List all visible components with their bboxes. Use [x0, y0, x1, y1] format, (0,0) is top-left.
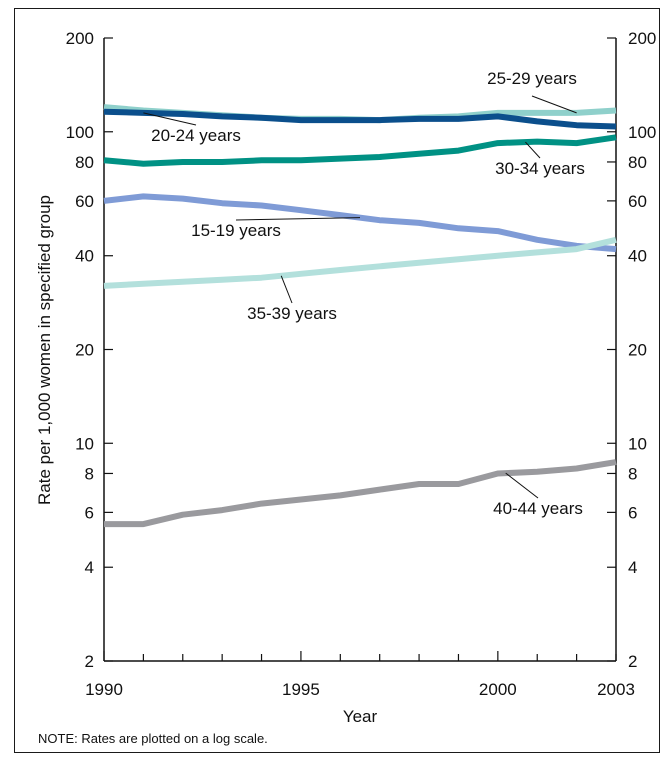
- series-label-leader: [143, 112, 197, 126]
- y-tick-label-right: 100: [628, 123, 656, 142]
- y-tick-label-left: 6: [85, 503, 94, 522]
- series-line-40-44-years: [104, 459, 617, 528]
- y-tick-label-right: 40: [628, 247, 647, 266]
- series-label: 30-34 years: [495, 159, 585, 178]
- series-label: 40-44 years: [493, 499, 583, 518]
- y-tick-label-right: 80: [628, 153, 647, 172]
- x-tick-label: 2000: [479, 680, 517, 699]
- series-line-15-19-years: [103, 193, 617, 253]
- y-tick-label-right: 8: [628, 464, 637, 483]
- series-label-leader: [280, 275, 293, 304]
- y-tick-label-left: 40: [75, 247, 94, 266]
- series-label: 20-24 years: [151, 126, 241, 145]
- y-ticks: 2 2 4 4 6 6 8 8 10 10 20 20 40 40 60 60 80 80 100 100 200 200: [66, 29, 657, 671]
- chart-note: NOTE: Rates are plotted on a log scale.: [38, 731, 268, 746]
- y-tick-label-right: 200: [628, 29, 656, 48]
- y-tick-label-left: 80: [75, 153, 94, 172]
- series-label-leader: [505, 472, 539, 499]
- x-tick-label: 1995: [282, 680, 320, 699]
- series-line-30-34-years: [103, 134, 617, 167]
- series-label: 25-29 years: [487, 69, 577, 88]
- series-label: 35-39 years: [247, 304, 337, 323]
- y-tick-label-left: 100: [66, 123, 94, 142]
- y-tick-label-right: 20: [628, 341, 647, 360]
- y-tick-label-left: 60: [75, 192, 94, 211]
- series-lines: [103, 104, 617, 528]
- x-tick-label: 1990: [85, 680, 123, 699]
- x-ticks: 1990 1995 2000 2003: [85, 651, 635, 699]
- series-label-leader: [525, 141, 541, 159]
- series-line-20-24-years: [103, 108, 617, 130]
- y-tick-label-right: 10: [628, 434, 647, 453]
- x-tick-label: 2003: [597, 680, 635, 699]
- y-tick-label-right: 60: [628, 192, 647, 211]
- y-tick-label-left: 200: [66, 29, 94, 48]
- series-label-leader: [235, 217, 361, 221]
- y-tick-label-right: 4: [628, 558, 637, 577]
- y-tick-label-right: 2: [628, 652, 637, 671]
- series-labels: 25-29 years 20-24 years 30-34 years 15-19 y…: [143, 69, 585, 518]
- y-tick-label-left: 4: [85, 558, 94, 577]
- x-axis-title: Year: [343, 707, 378, 726]
- series-label-leader: [531, 95, 577, 114]
- y-tick-label-left: 20: [75, 341, 94, 360]
- y-tick-label-left: 2: [85, 652, 94, 671]
- y-axis-title: Rate per 1,000 women in specified group: [35, 195, 54, 505]
- series-line-35-39-years: [103, 236, 617, 289]
- chart-frame: [14, 8, 660, 753]
- y-tick-label-right: 6: [628, 503, 637, 522]
- series-label: 15-19 years: [191, 221, 281, 240]
- y-tick-label-left: 10: [75, 434, 94, 453]
- y-tick-label-left: 8: [85, 464, 94, 483]
